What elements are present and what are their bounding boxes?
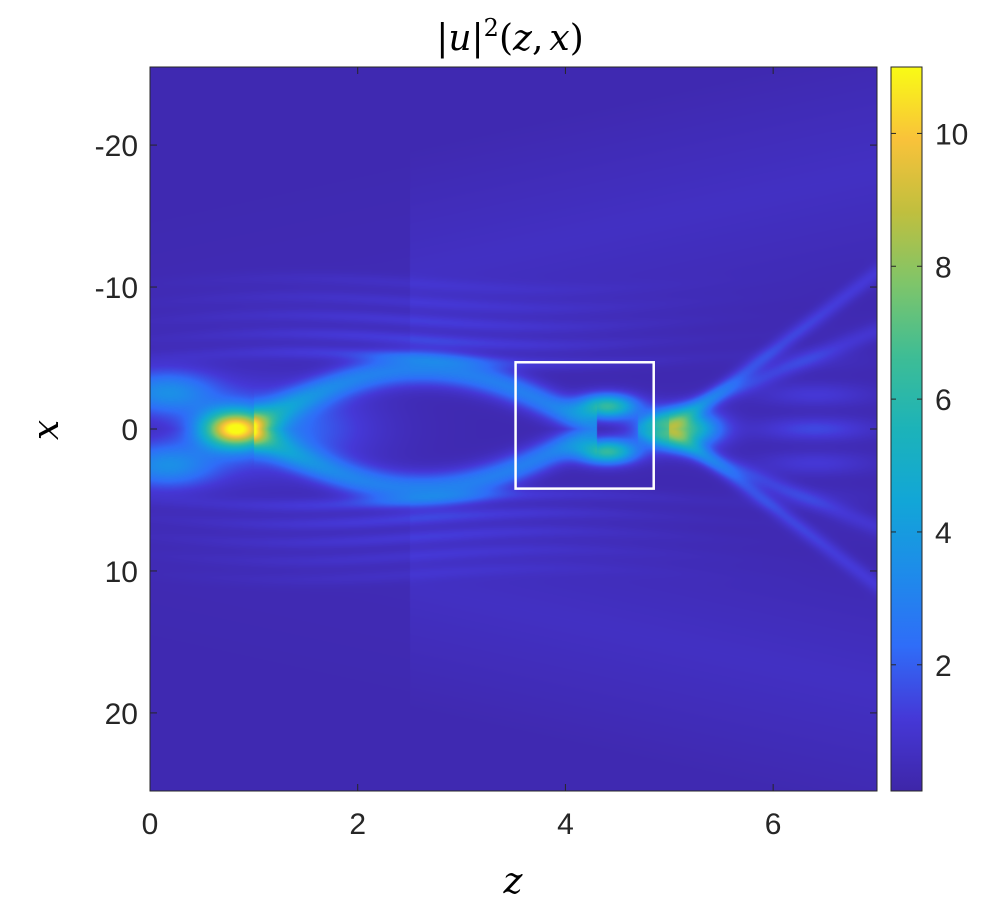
chart-title: |u|2(z, x) — [436, 14, 584, 59]
y-tick-label: 0 — [121, 414, 138, 447]
x-axis: 0 2 4 6 — [142, 67, 782, 841]
x-axis-label: z — [503, 861, 524, 902]
heatmap-canvas — [150, 67, 877, 791]
colorbar-ticks: 2 4 6 8 10 — [891, 118, 968, 683]
x-tick-label: 6 — [765, 808, 782, 841]
colorbar-tick-label: 10 — [935, 118, 968, 151]
x-tick-label: 0 — [142, 808, 159, 841]
y-tick-label: -10 — [95, 272, 138, 305]
x-tick-label: 2 — [349, 808, 366, 841]
y-axis: -20 -10 0 10 20 — [95, 130, 877, 731]
colorbar-tick-label: 8 — [935, 251, 952, 284]
colorbar-gradient — [890, 66, 923, 792]
x-tick-label: 4 — [557, 808, 574, 841]
y-tick-label: 10 — [105, 556, 138, 589]
colorbar-tick-label: 6 — [935, 384, 952, 417]
y-axis-label: x — [26, 420, 67, 440]
colorbar-tick-label: 2 — [935, 650, 952, 683]
y-tick-label: 20 — [105, 698, 138, 731]
colorbar-tick-label: 4 — [935, 517, 952, 550]
annotation-box — [514, 361, 655, 490]
y-tick-label: -20 — [95, 130, 138, 163]
colorbar: 2 4 6 8 10 — [890, 66, 968, 792]
heatmap-area — [150, 67, 877, 791]
